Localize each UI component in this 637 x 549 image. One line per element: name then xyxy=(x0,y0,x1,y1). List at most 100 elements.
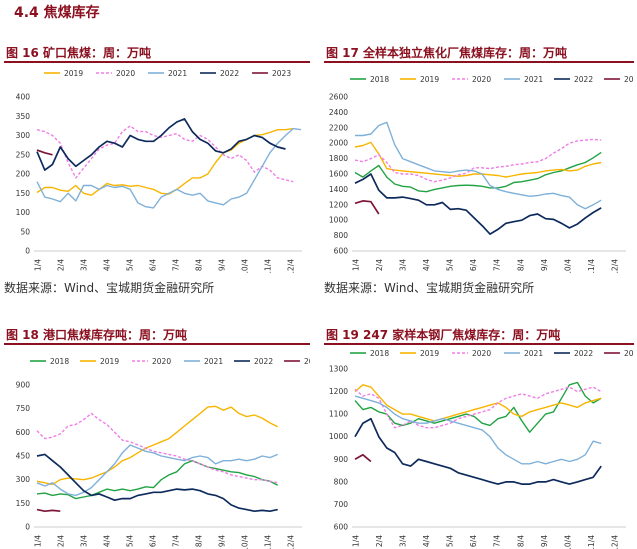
figure-rule-16 xyxy=(4,61,310,63)
x-tick-label: 4/4 xyxy=(422,259,431,271)
x-tick-label: 10/4 xyxy=(241,535,250,549)
legend-label-2022: 2022 xyxy=(220,69,239,78)
x-tick-label: 6/4 xyxy=(149,259,158,271)
legend-label-2020: 2020 xyxy=(152,357,171,366)
x-tick-label: 11/4 xyxy=(264,535,273,549)
series-line-2022 xyxy=(36,118,286,171)
x-tick-label: 8/4 xyxy=(195,259,204,271)
series-line-2019 xyxy=(36,405,279,486)
x-tick-label: 5/4 xyxy=(126,259,135,271)
x-tick-label: 3/4 xyxy=(399,259,408,271)
x-tick-label: 10/4 xyxy=(563,259,572,273)
legend-label-2020: 2020 xyxy=(472,349,491,358)
legend-label-2021: 2021 xyxy=(204,357,223,366)
series-line-2022 xyxy=(354,173,602,235)
x-tick-label: 2/4 xyxy=(57,535,66,547)
series-line-2019 xyxy=(354,384,602,422)
legend-label-2021: 2021 xyxy=(524,349,543,358)
legend-label-2023: 2023 xyxy=(624,349,634,358)
series-line-2021 xyxy=(36,127,302,209)
x-tick-label: 9/4 xyxy=(540,259,549,271)
x-tick-label: 2/4 xyxy=(375,535,384,547)
x-tick-label: 1/4 xyxy=(34,259,43,271)
series-line-2020 xyxy=(354,138,602,183)
x-tick-label: 8/4 xyxy=(516,535,525,547)
legend-label-2019: 2019 xyxy=(420,75,439,84)
chart-port-coking-coal-stock: 0 150 300 450 600 750 900 1/4 2/4 3/4 4/4 5/4 6/4 7/4… xyxy=(16,357,310,549)
x-tick-label: 2/4 xyxy=(57,259,66,271)
legend-label-2018: 2018 xyxy=(370,75,389,84)
legend-label-2021: 2021 xyxy=(524,75,543,84)
x-tick-label: 3/4 xyxy=(80,259,89,271)
y-tick-label: 800 xyxy=(334,477,349,486)
x-tick-label: 12/4 xyxy=(287,259,296,273)
chart-steel-mill-coking-coal-stock: 600 700 800 900 1000 1100 1200 1300 1/4 2/4 3/4 4/4… xyxy=(329,349,634,549)
y-tick-label: 600 xyxy=(334,523,349,532)
y-tick-label: 1100 xyxy=(329,410,348,419)
series-line-2021 xyxy=(354,395,602,465)
legend-label-2023: 2023 xyxy=(304,357,310,366)
series-line-2021 xyxy=(355,121,602,210)
x-tick-label: 6/4 xyxy=(469,259,478,271)
x-tick-label: 6/4 xyxy=(149,535,158,547)
x-tick-label: 6/4 xyxy=(469,535,478,547)
y-tick-label: 2200 xyxy=(329,123,348,132)
data-source-left: 数据来源：Wind、宝城期货金融研究所 xyxy=(4,281,215,295)
x-tick-label: 10/4 xyxy=(563,535,572,549)
legend-label-2022: 2022 xyxy=(254,357,273,366)
x-tick-label: 11/4 xyxy=(587,535,596,549)
figure-title-19: 图 19 247 家样本钢厂焦煤库存：周：万吨 xyxy=(326,328,561,342)
legend-label-2019: 2019 xyxy=(420,349,439,358)
series-line-2021 xyxy=(36,444,278,497)
x-tick-label: 4/4 xyxy=(422,535,431,547)
y-tick-label: 2000 xyxy=(329,139,348,148)
figure-rule-18 xyxy=(4,343,310,345)
y-tick-label: 1400 xyxy=(329,185,348,194)
x-tick-label: 2/4 xyxy=(375,259,384,271)
figure-title-17: 图 17 全样本独立焦化厂焦煤库存：周：万吨 xyxy=(326,46,568,60)
legend-label-2019: 2019 xyxy=(100,357,119,366)
y-tick-label: 1800 xyxy=(329,154,348,163)
y-tick-label: 450 xyxy=(16,452,31,461)
y-tick-label: 750 xyxy=(16,404,31,413)
x-tick-label: 3/4 xyxy=(80,535,89,547)
y-tick-label: 1000 xyxy=(329,216,348,225)
x-tick-label: 5/4 xyxy=(126,535,135,547)
y-tick-label: 700 xyxy=(334,500,349,509)
figure-title-18: 图 18 港口焦煤库存吨：周：万吨 xyxy=(6,328,188,342)
series-line-2023 xyxy=(36,149,53,156)
y-tick-label: 250 xyxy=(16,150,31,159)
x-tick-label: 12/4 xyxy=(610,259,619,273)
series-line-2020 xyxy=(36,412,278,484)
y-tick-label: 900 xyxy=(334,455,349,464)
x-tick-label: 5/4 xyxy=(446,535,455,547)
x-tick-label: 7/4 xyxy=(493,259,502,271)
x-tick-label: 11/4 xyxy=(587,259,596,273)
x-tick-label: 7/4 xyxy=(172,535,181,547)
x-tick-label: 12/4 xyxy=(287,535,296,549)
series-line-2018 xyxy=(354,151,602,193)
series-line-2018 xyxy=(36,459,279,500)
y-tick-label: 2600 xyxy=(329,93,348,102)
section-title: 4.4 焦煤库存 xyxy=(14,5,100,21)
series-line-2019 xyxy=(36,127,294,196)
x-tick-label: 9/4 xyxy=(218,535,227,547)
y-tick-label: 100 xyxy=(16,208,31,217)
y-tick-label: 1200 xyxy=(329,387,348,396)
y-tick-label: 0 xyxy=(25,523,30,532)
x-tick-label: 8/4 xyxy=(516,259,525,271)
series-line-2022 xyxy=(354,417,602,485)
y-tick-label: 150 xyxy=(16,499,31,508)
x-tick-label: 9/4 xyxy=(540,535,549,547)
legend-label-2023: 2023 xyxy=(624,75,634,84)
series-line-2023 xyxy=(354,200,380,215)
y-tick-label: 150 xyxy=(16,189,31,198)
y-tick-label: 0 xyxy=(25,247,30,256)
y-tick-label: 400 xyxy=(16,93,31,102)
y-tick-label: 1600 xyxy=(329,170,348,179)
y-tick-label: 800 xyxy=(334,231,349,240)
series-line-2023 xyxy=(354,453,372,463)
x-tick-label: 10/4 xyxy=(241,259,250,273)
x-tick-label: 1/4 xyxy=(34,535,43,547)
legend-label-2018: 2018 xyxy=(370,349,389,358)
